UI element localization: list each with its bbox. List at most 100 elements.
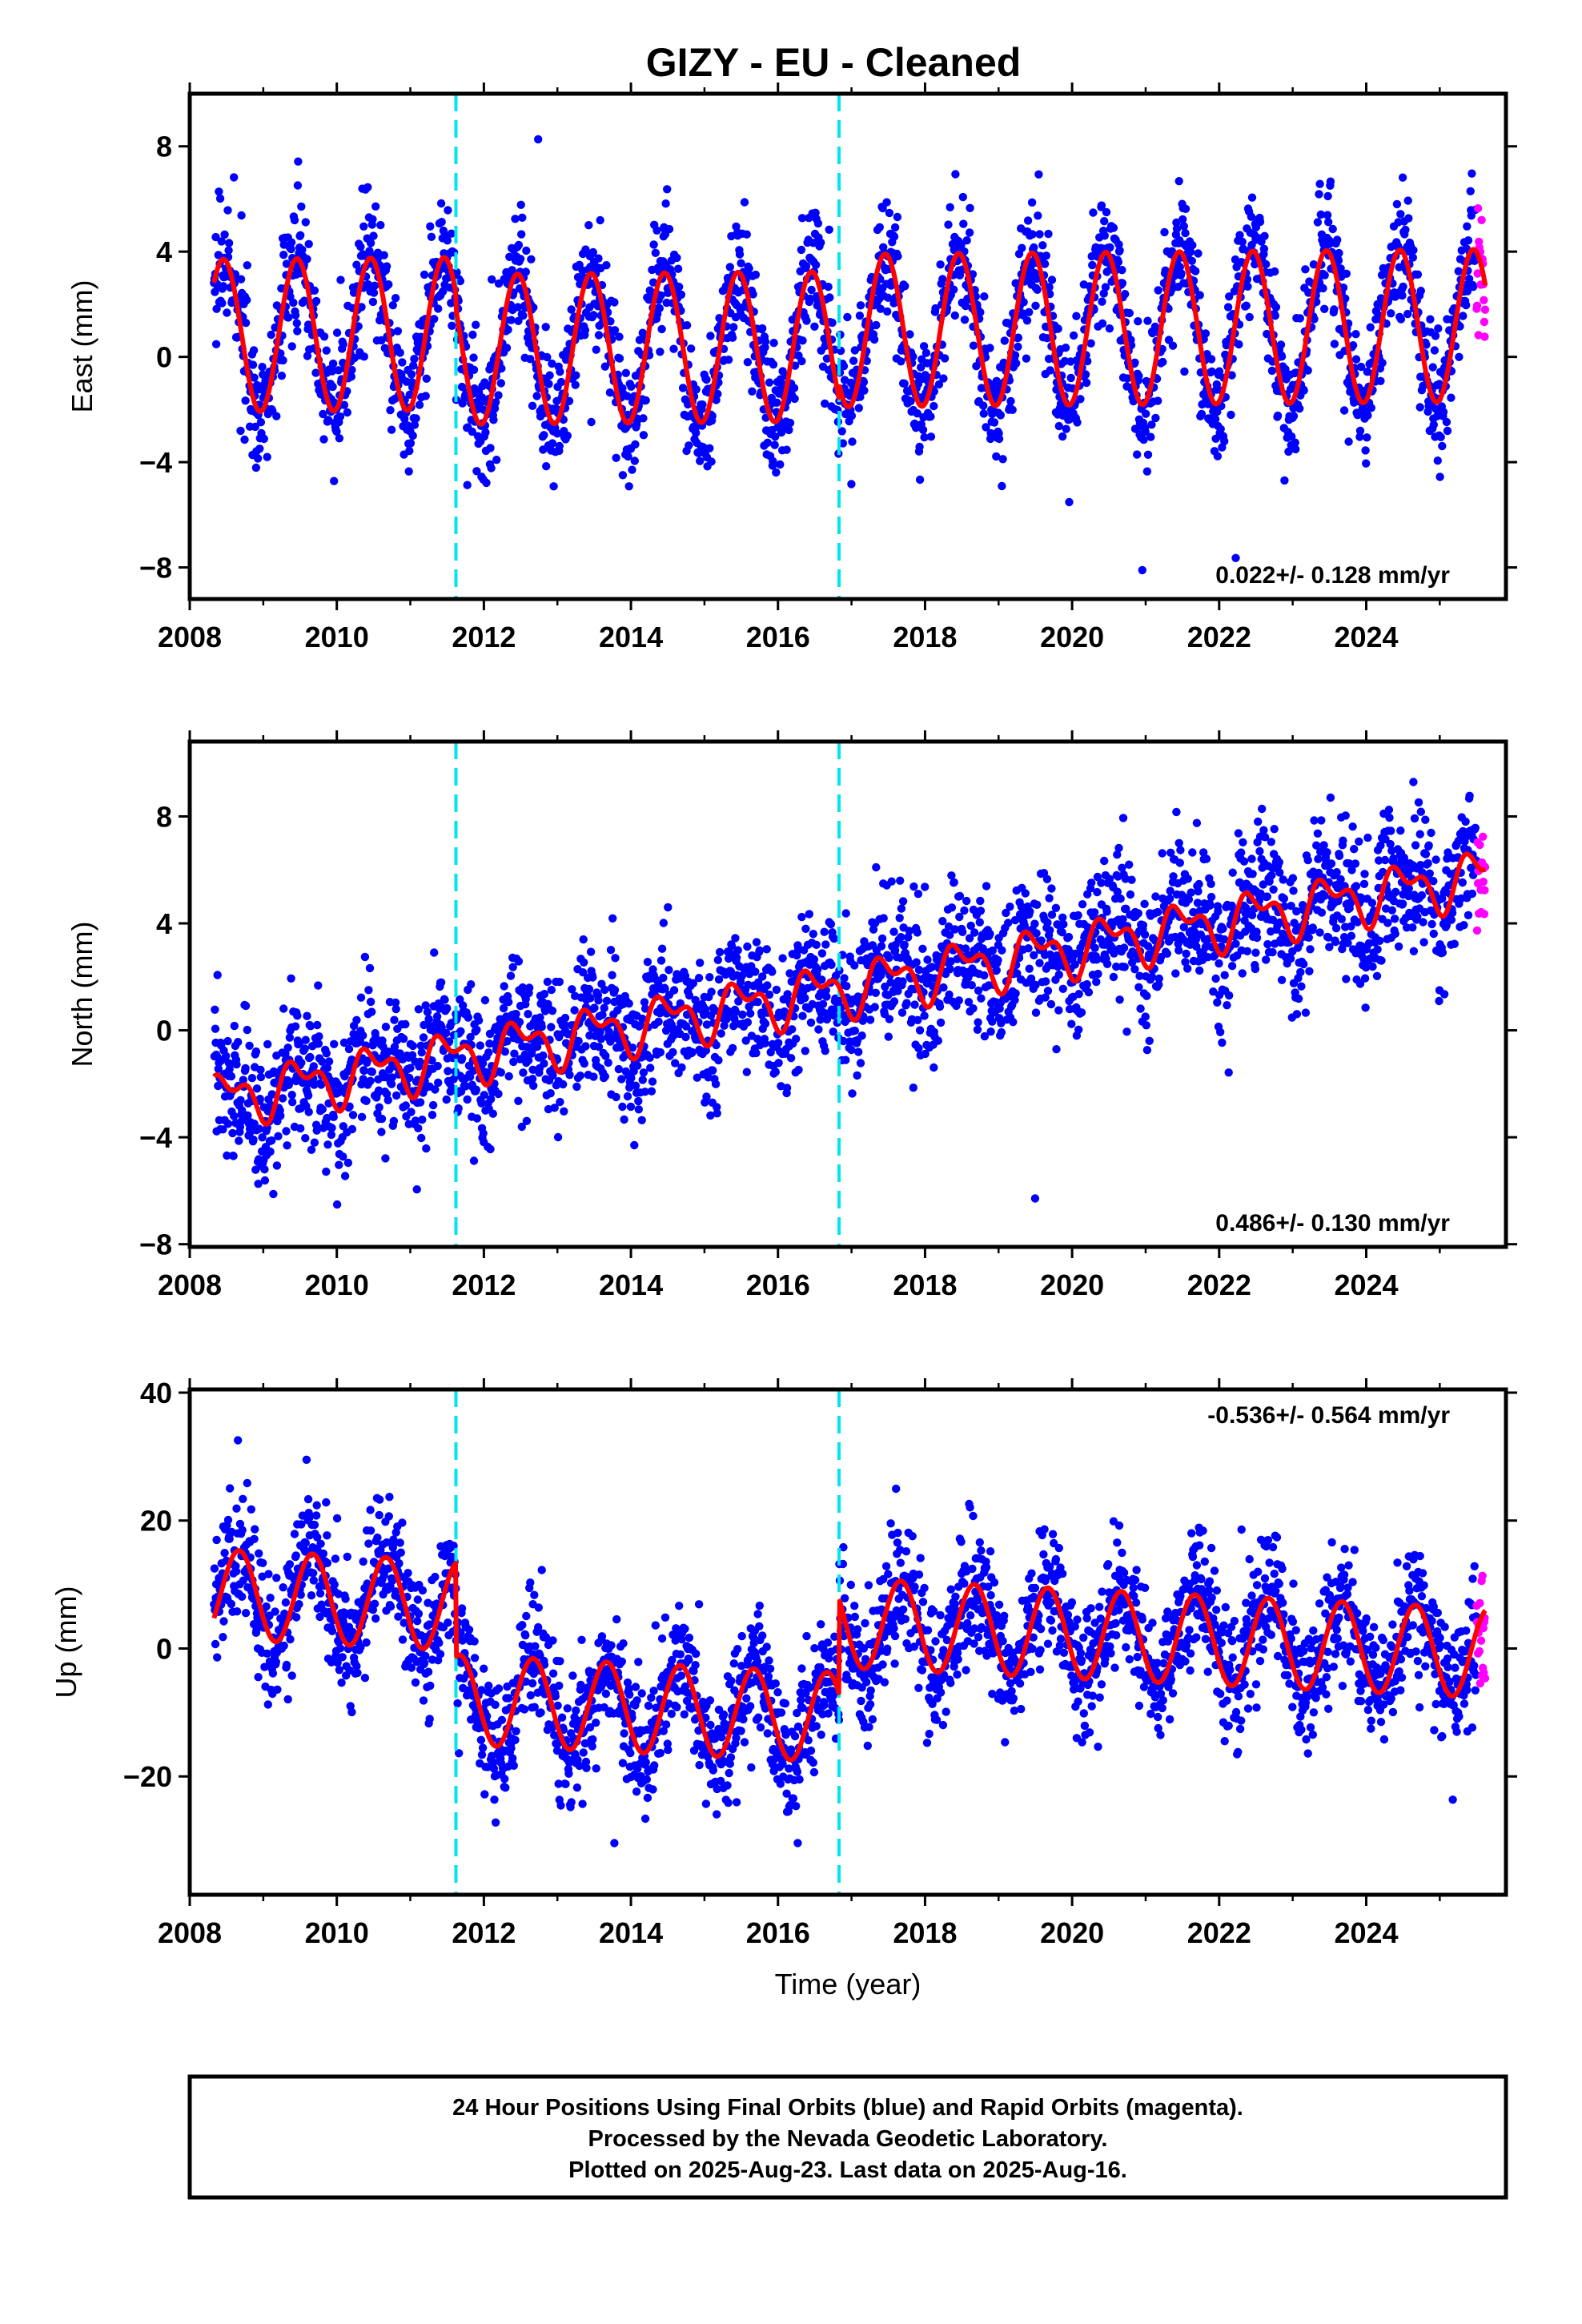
final-orbit-point [387,1080,396,1088]
final-orbit-point [771,432,780,441]
final-orbit-point [423,1007,432,1016]
final-orbit-point [360,952,370,962]
final-orbit-point [923,955,932,964]
final-orbit-point [755,946,764,955]
final-orbit-point [769,360,778,369]
final-orbit-point [500,982,508,991]
final-orbit-point [511,215,520,223]
final-orbit-point [677,1063,686,1072]
final-orbit-point [314,1039,323,1048]
final-orbit-point [519,1068,528,1077]
final-orbit-point [428,1056,436,1065]
final-orbit-point [659,919,668,927]
final-orbit-point [556,1097,564,1107]
final-orbit-point [801,924,810,934]
final-orbit-point [323,1113,331,1123]
final-orbit-point [1215,367,1224,376]
final-orbit-point [828,318,837,328]
final-orbit-point [1426,315,1435,324]
final-orbit-point [540,1059,548,1068]
final-orbit-point [1179,222,1189,231]
final-orbit-point [217,237,226,246]
final-orbit-point [829,1011,838,1020]
final-orbit-point [323,1063,332,1072]
final-orbit-point [1213,452,1223,460]
final-orbit-point [715,947,725,957]
final-orbit-point [782,1084,792,1092]
final-orbit-point [1058,984,1068,994]
final-orbit-point [1218,443,1227,452]
final-orbit-point [339,1038,349,1047]
final-orbit-point [469,353,478,362]
final-orbit-point [617,1075,626,1084]
final-orbit-point [758,324,767,333]
final-orbit-point [847,480,856,489]
rapid-orbit-point [1473,204,1483,213]
final-orbit-point [327,367,337,376]
final-orbit-point [556,377,566,387]
final-orbit-point [1248,870,1257,879]
y-tick-label: 4 [156,235,172,268]
final-orbit-point [323,416,333,424]
final-orbit-point [258,1133,267,1142]
final-orbit-point [773,398,781,407]
final-orbit-point [855,312,865,320]
final-orbit-point [472,467,481,476]
final-orbit-point [528,401,537,410]
east-model-curve [211,247,1488,427]
final-orbit-point [1122,904,1130,914]
final-orbit-point [560,1013,570,1023]
final-orbit-point [790,394,799,404]
final-orbit-point [1118,814,1128,822]
final-orbit-point [405,1073,414,1083]
final-orbit-point [1010,351,1020,360]
final-orbit-point [1183,875,1193,883]
final-orbit-point [1045,894,1054,903]
final-orbit-point [230,1021,239,1031]
final-orbit-point [339,1122,347,1131]
final-orbit-point [310,286,319,295]
final-orbit-point [1363,433,1371,442]
final-orbit-point [328,382,337,392]
final-orbit-point [958,927,967,937]
final-orbit-point [476,1041,484,1050]
final-orbit-point [1313,218,1323,227]
final-orbit-point [640,998,649,1007]
final-orbit-point [359,352,368,361]
final-orbit-point [1146,432,1155,441]
final-orbit-point [1362,459,1371,468]
final-orbit-point [947,903,957,912]
final-orbit-point [856,1059,865,1068]
final-orbit-point [615,332,624,341]
final-orbit-point [398,358,407,367]
final-orbit-point [659,973,668,983]
final-orbit-point [371,1033,380,1042]
final-orbit-point [306,1022,315,1031]
final-orbit-point [1179,923,1189,932]
final-orbit-point [1058,913,1067,923]
final-orbit-point [1030,951,1038,960]
final-orbit-point [965,228,974,237]
final-orbit-point [1216,1027,1225,1037]
final-orbit-point [1328,224,1337,234]
final-orbit-point [1251,948,1260,957]
final-orbit-point [641,396,650,405]
final-orbit-point [1241,927,1250,936]
x-tick-label: 2020 [1040,621,1104,653]
final-orbit-point [898,897,908,906]
final-orbit-point [241,1063,250,1073]
final-orbit-point [1396,210,1405,219]
final-orbit-point [491,398,500,407]
final-orbit-point [1213,998,1222,1007]
final-orbit-point [444,1067,452,1076]
final-orbit-point [980,292,989,301]
final-orbit-point [1012,359,1021,368]
final-orbit-point [945,990,954,999]
final-orbit-point [638,1076,647,1084]
final-orbit-point [584,221,593,230]
final-orbit-point [1195,291,1204,300]
final-orbit-point [1014,333,1023,342]
final-orbit-point [962,236,971,245]
final-orbit-point [814,1025,823,1034]
final-orbit-point [1084,987,1094,997]
